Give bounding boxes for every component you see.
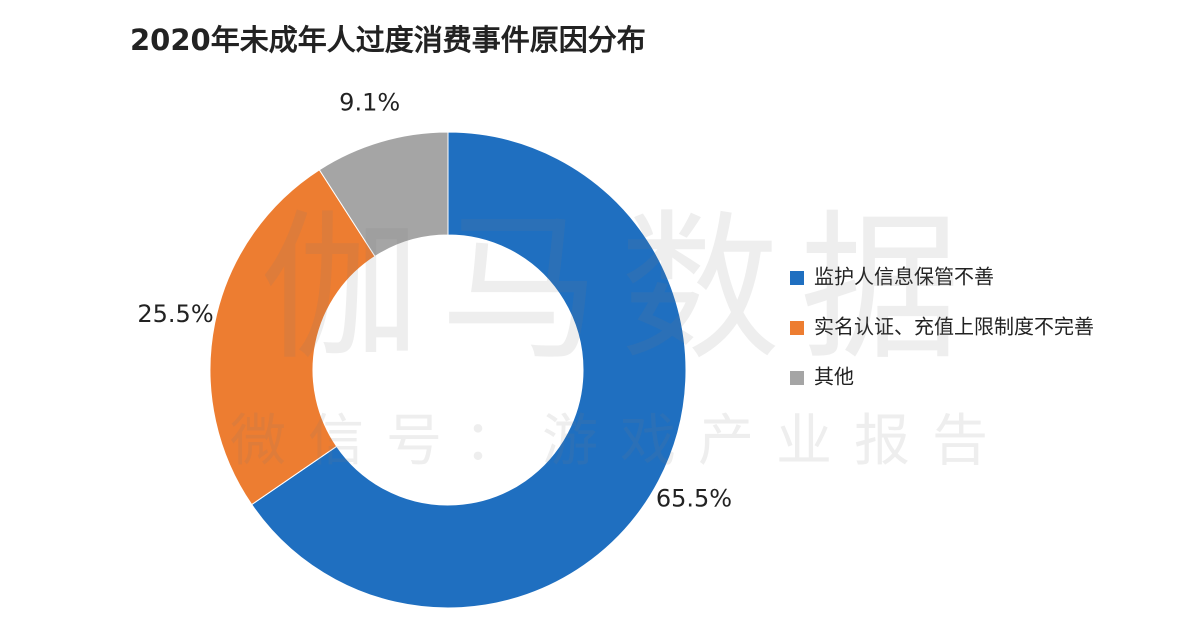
watermark: 伽马数据 (260, 195, 980, 382)
legend-swatch (790, 371, 804, 385)
legend-swatch (790, 271, 804, 285)
donut-segment (318, 131, 449, 258)
legend-swatch (790, 321, 804, 335)
donut-segment (251, 131, 687, 609)
data-label: 25.5% (137, 300, 213, 328)
donut-segment (209, 169, 376, 506)
legend-label: 监护人信息保管不善 (814, 265, 994, 289)
watermark: 微信号：游戏产业报告 (230, 409, 1010, 474)
legend-label: 实名认证、充值上限制度不完善 (814, 315, 1094, 339)
legend-label: 其他 (814, 365, 854, 389)
data-label: 65.5% (656, 485, 732, 513)
data-label: 9.1% (339, 88, 400, 116)
chart-title: 2020年未成年人过度消费事件原因分布 (130, 23, 646, 57)
